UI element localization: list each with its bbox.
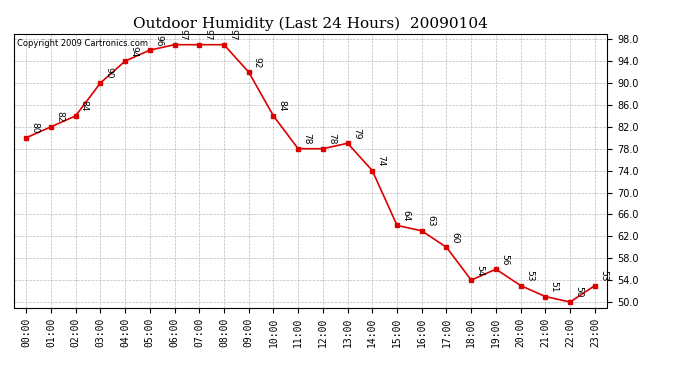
Text: 84: 84 [80,100,89,112]
Text: 97: 97 [179,29,188,40]
Text: 60: 60 [451,232,460,243]
Title: Outdoor Humidity (Last 24 Hours)  20090104: Outdoor Humidity (Last 24 Hours) 2009010… [133,17,488,31]
Text: 84: 84 [277,100,286,112]
Text: 74: 74 [377,155,386,166]
Text: 79: 79 [352,128,361,139]
Text: 97: 97 [228,29,237,40]
Text: 53: 53 [599,270,608,281]
Text: 94: 94 [129,46,138,57]
Text: 90: 90 [104,68,113,79]
Text: 92: 92 [253,57,262,68]
Text: 78: 78 [327,133,336,144]
Text: 80: 80 [30,122,39,134]
Text: 63: 63 [426,215,435,226]
Text: 97: 97 [204,29,213,40]
Text: 82: 82 [55,111,64,123]
Text: Copyright 2009 Cartronics.com: Copyright 2009 Cartronics.com [17,39,148,48]
Text: 54: 54 [475,265,484,276]
Text: 50: 50 [574,286,583,298]
Text: 64: 64 [401,210,410,221]
Text: 51: 51 [549,281,558,292]
Text: 78: 78 [302,133,311,144]
Text: 53: 53 [525,270,534,281]
Text: 56: 56 [500,254,509,265]
Text: 96: 96 [154,34,163,46]
